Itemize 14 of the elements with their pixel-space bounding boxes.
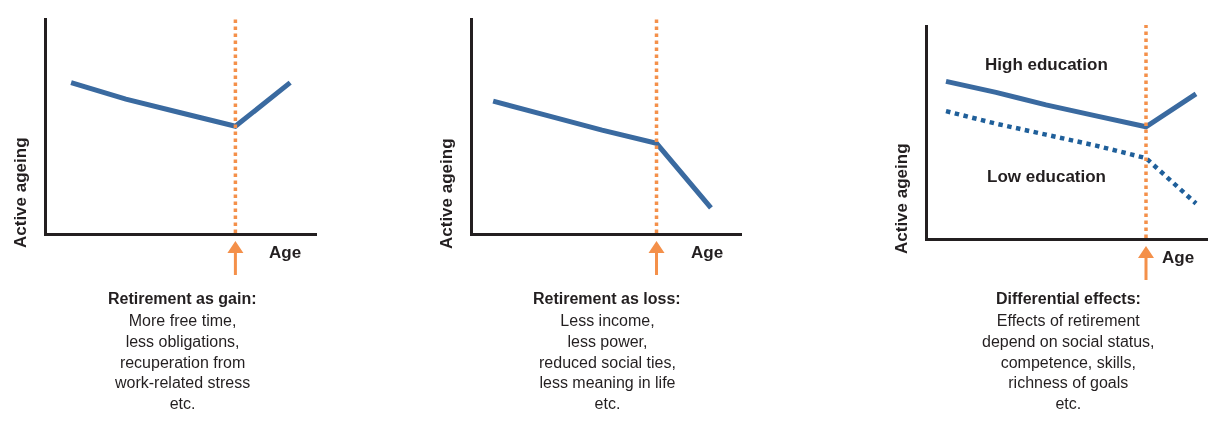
- y-axis-title: Active ageing: [11, 137, 30, 248]
- x-axis-title: Age: [269, 243, 302, 262]
- x-axis-title: Age: [691, 243, 724, 262]
- text: Effects of retirement depend on social status, competence, skills, richness of goals etc.: [982, 312, 1155, 413]
- text: Differential effects:: [996, 290, 1141, 307]
- text: Retirement as gain:: [108, 290, 257, 307]
- x-axis-title: Age: [1162, 248, 1195, 267]
- series-label: High education: [985, 55, 1108, 74]
- text: Less income, less power, reduced social ties, less meaning in life etc.: [539, 312, 676, 413]
- text: More free time, less obligations, recuperation from work-related stress etc.: [114, 312, 251, 413]
- series-label: Low education: [987, 167, 1106, 186]
- y-axis-title: Active ageing: [437, 138, 456, 249]
- y-axis-title: Active ageing: [892, 143, 911, 254]
- text: Retirement as loss:: [533, 290, 681, 307]
